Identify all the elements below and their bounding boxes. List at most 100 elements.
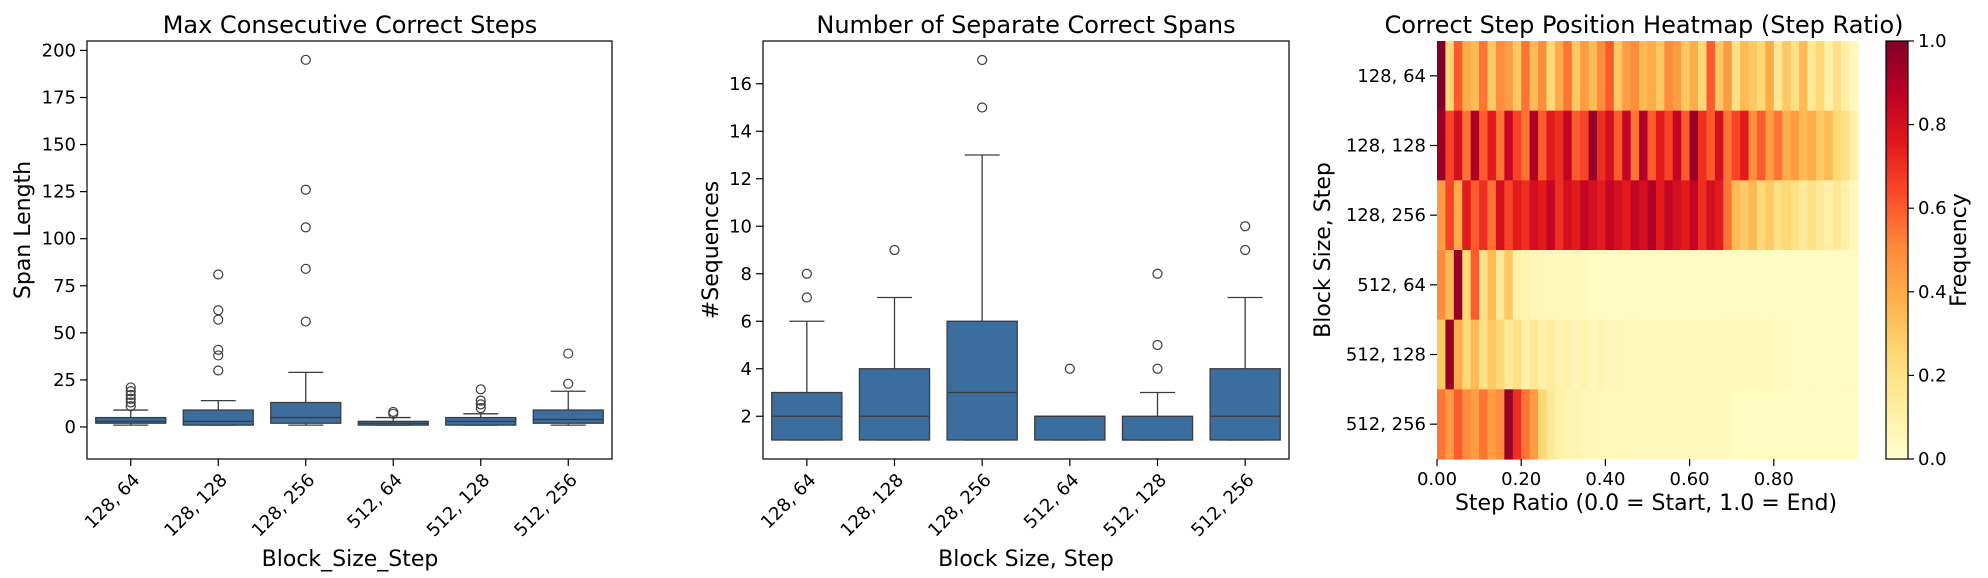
outlier-point: [125, 397, 136, 408]
heatmap-cell: [1622, 180, 1632, 251]
heatmap-cell: [1731, 389, 1741, 460]
heatmap-cell: [1495, 250, 1505, 321]
heatmap-cell: [1824, 41, 1834, 112]
heatmap-cell: [1714, 180, 1724, 251]
heatmap-cell: [1554, 389, 1564, 460]
heatmap-cell: [1731, 180, 1741, 251]
heatmap-cells: [1437, 41, 1859, 460]
x-tick-label: 512, 64: [1020, 470, 1083, 533]
y-tick-label: 100: [42, 229, 76, 250]
heatmap-cell: [1681, 250, 1691, 321]
heatmap-cell: [1504, 41, 1514, 112]
heatmap-cell: [1849, 110, 1859, 181]
heatmap-cell: [1698, 389, 1708, 460]
heatmap-cell: [1470, 389, 1480, 460]
heatmap-cell: [1832, 180, 1842, 251]
heatmap-cell: [1445, 110, 1455, 181]
heatmap-cell: [1563, 250, 1573, 321]
heatmap-cell: [1799, 389, 1809, 460]
heatmap-cell: [1622, 41, 1632, 112]
heatmap-cell: [1723, 110, 1733, 181]
outlier-point: [213, 365, 224, 376]
heatmap-cell: [1596, 389, 1606, 460]
box: [532, 409, 604, 424]
heatmap-cell: [1647, 319, 1657, 390]
y-tick-label: 512, 128: [1346, 345, 1426, 366]
colorbar-label: Frequency: [1947, 193, 1972, 307]
heatmap-cell: [1546, 250, 1556, 321]
heatmap-cell: [1630, 180, 1640, 251]
colorbar: [1886, 41, 1908, 459]
heatmap-cell: [1807, 319, 1817, 390]
outlier-point: [213, 314, 224, 325]
heatmap-cell: [1462, 180, 1472, 251]
outlier-point: [125, 386, 136, 397]
x-tick-label: 128, 128: [160, 470, 232, 542]
heatmap-cell: [1546, 319, 1556, 390]
heatmap-cell: [1706, 389, 1716, 460]
plot-area: 2 4 6 8 10 12 14 16 128, 64 128, 128 128, 256 512, …: [729, 54, 1281, 541]
heatmap-cell: [1773, 180, 1783, 251]
heatmap-cell: [1849, 41, 1859, 112]
heatmap-cell: [1596, 319, 1606, 390]
heatmap-cell: [1596, 180, 1606, 251]
y-tick-label: 2: [741, 406, 752, 427]
heatmap-cell: [1546, 110, 1556, 181]
heatmap-cell: [1538, 319, 1548, 390]
outlier-point: [801, 268, 812, 279]
heatmap-cell: [1453, 389, 1463, 460]
heatmap-cell: [1723, 319, 1733, 390]
heatmap-cell: [1529, 319, 1539, 390]
y-tick-label: 512, 256: [1346, 414, 1426, 435]
heatmap-cell: [1824, 110, 1834, 181]
heatmap-cell: [1453, 110, 1463, 181]
heatmap-cell: [1698, 319, 1708, 390]
y-tick-label: 4: [741, 359, 752, 380]
heatmap-cell: [1521, 180, 1531, 251]
y-tick-label: 6: [741, 311, 752, 332]
heatmap-cell: [1815, 389, 1825, 460]
box: [95, 416, 167, 424]
heatmap-cell: [1588, 250, 1598, 321]
heatmap-cell: [1655, 319, 1665, 390]
outlier-point: [213, 344, 224, 355]
heatmap-cell: [1714, 319, 1724, 390]
x-tick-label: 0.20: [1501, 469, 1541, 490]
y-tick-label: 200: [42, 40, 76, 61]
heatmap-cell: [1563, 41, 1573, 112]
colorbar-frame: [1885, 40, 1909, 460]
heatmap-cell: [1698, 110, 1708, 181]
heatmap-cell: [1580, 389, 1590, 460]
heatmap-cell: [1731, 41, 1741, 112]
y-tick-label: 10: [729, 216, 752, 237]
heatmap-cell: [1790, 41, 1800, 112]
x-tick-label: 0.80: [1754, 469, 1794, 490]
heatmap-cell: [1580, 250, 1590, 321]
heatmap-cell: [1647, 389, 1657, 460]
heatmap-cell: [1681, 41, 1691, 112]
heatmap-cell: [1479, 250, 1489, 321]
heatmap-cell: [1841, 250, 1851, 321]
heatmap-cell: [1841, 319, 1851, 390]
heatmap-cell: [1605, 180, 1615, 251]
heatmap-cell: [1664, 319, 1674, 390]
heatmap-cell: [1605, 250, 1615, 321]
heatmap-cell: [1647, 41, 1657, 112]
heatmap-cell: [1681, 319, 1691, 390]
heatmap-cell: [1756, 180, 1766, 251]
heatmap-cell: [1824, 250, 1834, 321]
box: [946, 320, 1018, 441]
x-tick-label: 0.00: [1417, 469, 1457, 490]
heatmap-cell: [1479, 389, 1489, 460]
heatmap-cell: [1588, 180, 1598, 251]
heatmap-cell: [1841, 41, 1851, 112]
heatmap-cell: [1512, 319, 1522, 390]
heatmap-cell: [1538, 389, 1548, 460]
heatmap-cell: [1723, 180, 1733, 251]
heatmap-cell: [1782, 180, 1792, 251]
colorbar-tick-label: 1.0: [1918, 31, 1947, 52]
heatmap-cell: [1723, 389, 1733, 460]
heatmap-cell: [1546, 389, 1556, 460]
heatmap-cell: [1790, 180, 1800, 251]
heatmap-cell: [1529, 389, 1539, 460]
